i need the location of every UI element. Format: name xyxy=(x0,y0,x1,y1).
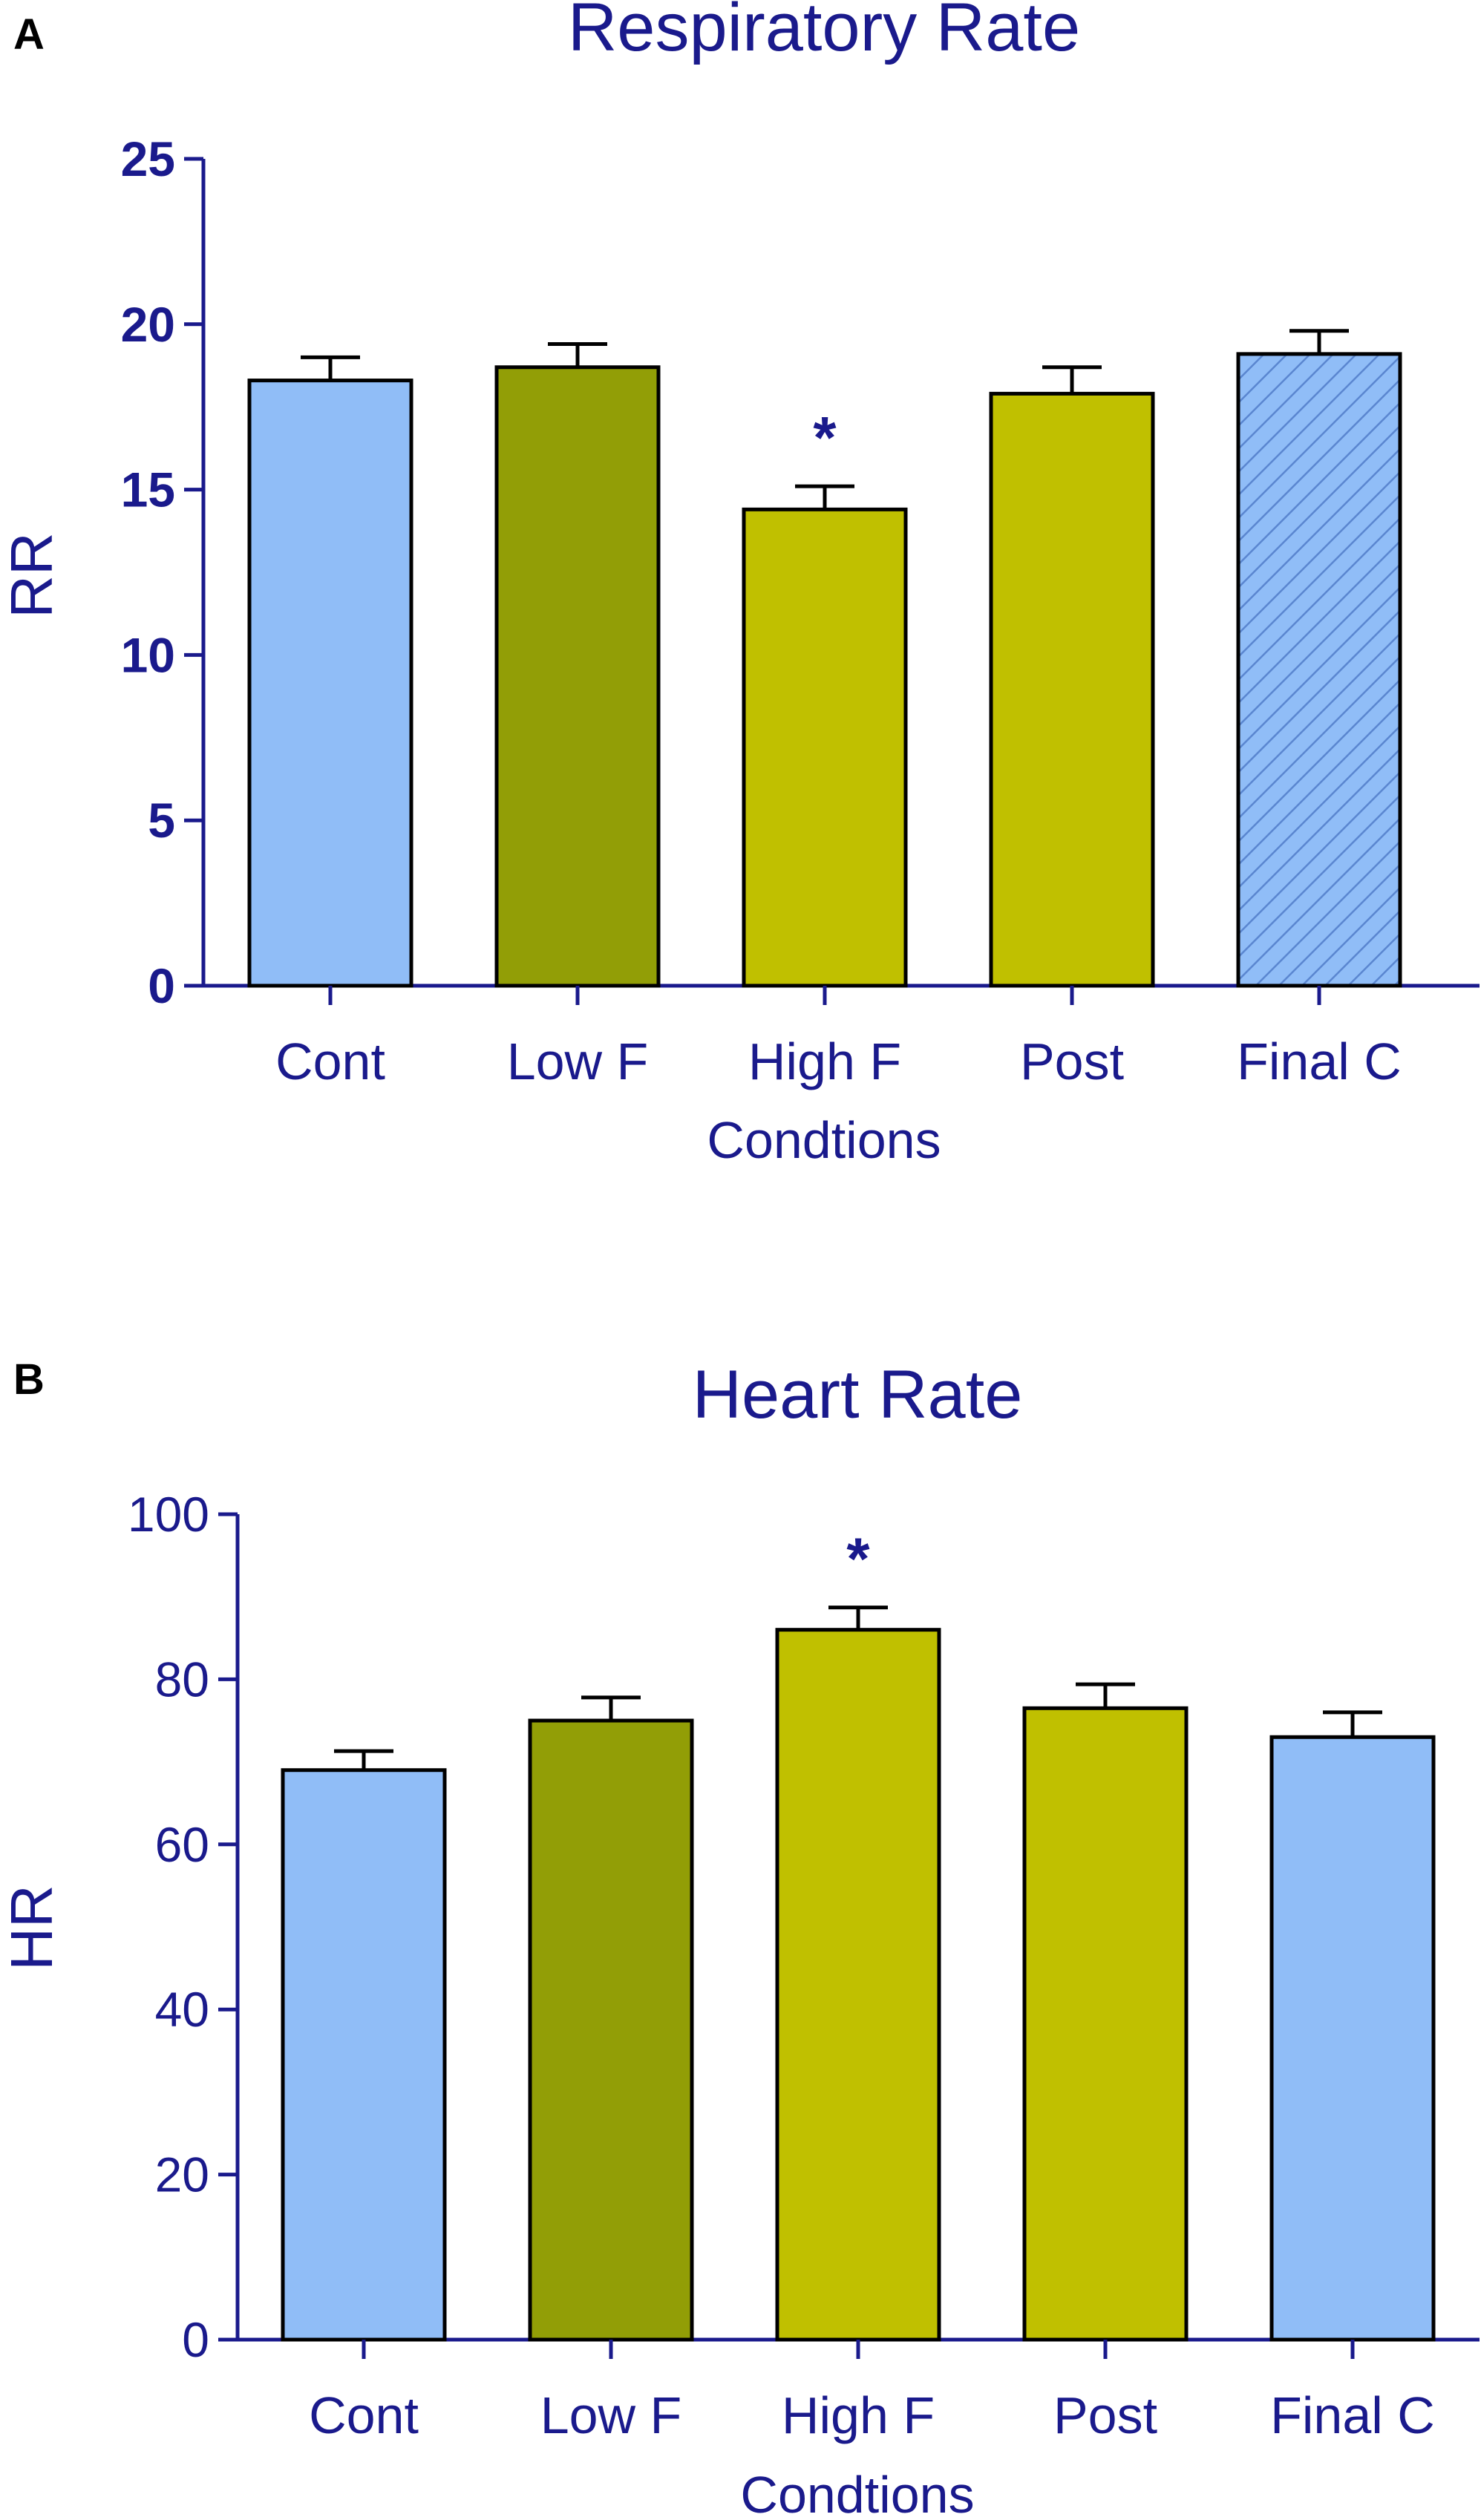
y-tick-label: 20 xyxy=(155,2147,209,2202)
y-tick-label: 100 xyxy=(128,1487,209,1542)
y-tick-label: 25 xyxy=(121,131,175,186)
chart-title: Heart Rate xyxy=(693,1357,1023,1433)
x-axis-label: Condtions xyxy=(707,1111,941,1169)
panel-a: A Respiratory Rate RR Condtions 0 5 10 15 20… xyxy=(0,0,1480,1169)
bar xyxy=(989,391,1155,988)
y-tick-label: 5 xyxy=(148,793,175,848)
bar xyxy=(528,1718,694,2342)
x-tick-label: Post xyxy=(1053,2386,1157,2444)
x-tick-label: Low F xyxy=(507,1032,649,1090)
x-axis-label: Condtions xyxy=(740,2466,974,2520)
x-tick-label: Cont xyxy=(275,1032,385,1090)
chart-title: Respiratory Rate xyxy=(568,0,1080,65)
y-tick-label: 10 xyxy=(121,627,175,682)
significance-marker: * xyxy=(813,405,837,471)
y-axis-label: HR xyxy=(0,1885,65,1971)
y-tick-label: 0 xyxy=(148,958,175,1013)
x-tick-label: Low F xyxy=(540,2386,682,2444)
x-tick-label: Cont xyxy=(309,2386,419,2444)
bar xyxy=(1236,352,1402,988)
panel-label: A xyxy=(13,10,45,59)
panel-b: B Heart Rate HR Condtions 0 20 40 60 80 100 C… xyxy=(0,1355,1480,2520)
x-tick-label: High F xyxy=(782,2386,935,2444)
y-tick-label: 60 xyxy=(155,1817,209,1872)
bar xyxy=(1022,1706,1189,2342)
bar xyxy=(1269,1735,1436,2342)
bar xyxy=(247,379,413,988)
y-tick-label: 20 xyxy=(121,297,175,352)
x-tick-label: Final C xyxy=(1237,1032,1402,1090)
bar xyxy=(742,507,908,988)
y-tick-label: 80 xyxy=(155,1652,209,1706)
x-tick-label: Post xyxy=(1020,1032,1124,1090)
bar xyxy=(494,365,661,988)
x-tick-label: Final C xyxy=(1270,2386,1435,2444)
y-tick-label: 40 xyxy=(155,1982,209,2037)
y-axis-label: RR xyxy=(0,532,65,618)
bar xyxy=(281,1768,447,2342)
y-tick-label: 15 xyxy=(121,462,175,517)
significance-marker: * xyxy=(846,1526,870,1592)
x-tick-label: High F xyxy=(748,1032,901,1090)
bar xyxy=(775,1628,941,2342)
panel-label: B xyxy=(13,1355,45,1404)
y-tick-label: 0 xyxy=(182,2312,209,2367)
